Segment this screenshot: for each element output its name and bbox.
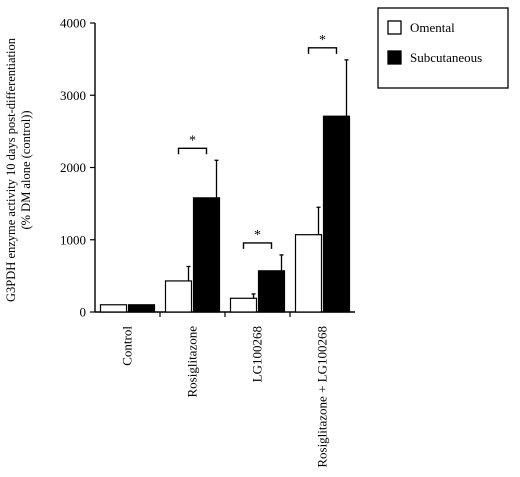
legend-label-subcutaneous: Subcutaneous	[410, 50, 482, 65]
x-tick-label: Control	[120, 326, 135, 366]
bar-subcutaneous	[192, 197, 221, 313]
significance-star: *	[319, 33, 326, 48]
legend-swatch-omental	[387, 20, 402, 35]
y-tick-label: 0	[80, 305, 87, 320]
bar-omental	[99, 304, 128, 313]
legend-swatch-subcutaneous	[387, 50, 402, 65]
bars	[99, 59, 351, 313]
x-tick-label: Rosiglitazone + LG100268	[315, 326, 330, 468]
x-tick-label: Rosiglitazone	[185, 326, 200, 398]
y-tick-label: 4000	[60, 16, 86, 31]
y-tick-label: 1000	[60, 232, 86, 247]
y-axis-label-line1: G3PDH enzyme activity 10 days post-diffe…	[4, 37, 18, 302]
significance-star: *	[189, 133, 196, 148]
significance-bracket	[177, 147, 208, 155]
bar-subcutaneous	[322, 115, 351, 313]
y-axis-label: G3PDH enzyme activity 10 days post-diffe…	[4, 37, 33, 302]
significance-bracket	[307, 47, 338, 54]
bar-omental	[229, 297, 258, 313]
significance-markers: * * *	[177, 33, 338, 249]
tick-labels: 0 1000 2000 3000 4000 Control Rosiglitazone LG1…	[60, 16, 330, 468]
y-tick-label: 2000	[60, 160, 86, 175]
bar-omental	[164, 280, 193, 313]
bar-subcutaneous	[127, 304, 156, 313]
significance-bracket	[242, 242, 273, 249]
y-axis-label-line2: (% DM alone (control))	[19, 110, 33, 229]
significance-star: *	[254, 228, 261, 243]
bar-subcutaneous	[257, 270, 286, 313]
y-tick-label: 3000	[60, 88, 86, 103]
bar-omental	[294, 234, 323, 313]
legend-label-omental: Omental	[410, 20, 455, 35]
legend: Omental Subcutaneous	[377, 7, 509, 89]
x-tick-label: LG100268	[250, 326, 265, 382]
